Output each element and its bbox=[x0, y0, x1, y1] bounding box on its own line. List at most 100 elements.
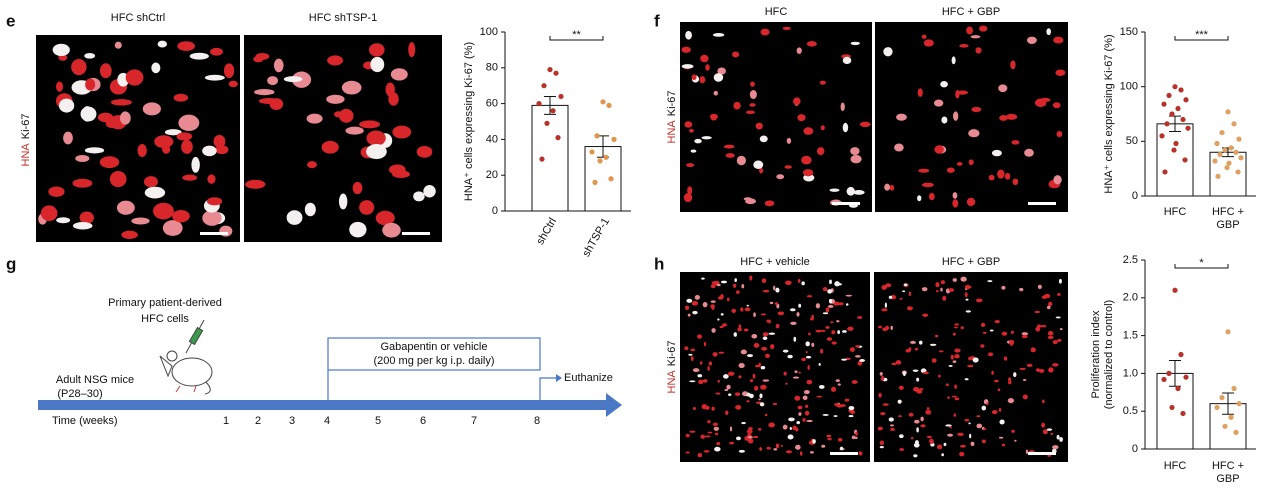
cell bbox=[917, 88, 923, 97]
cell bbox=[733, 101, 741, 110]
cell bbox=[796, 312, 800, 317]
cell bbox=[359, 200, 375, 215]
cell bbox=[1022, 379, 1027, 381]
cell bbox=[1037, 284, 1042, 289]
cell bbox=[954, 323, 959, 326]
cell bbox=[895, 360, 902, 365]
significance-bracket bbox=[549, 36, 604, 41]
cell bbox=[829, 279, 832, 285]
cell bbox=[941, 453, 944, 457]
cell bbox=[686, 163, 695, 168]
cell bbox=[700, 434, 706, 439]
cell bbox=[777, 311, 785, 316]
cell bbox=[899, 448, 905, 451]
cell bbox=[1021, 332, 1029, 336]
cell bbox=[736, 155, 747, 166]
cell bbox=[1052, 363, 1059, 367]
cell bbox=[831, 386, 837, 392]
y-tick-label: 2.0 bbox=[1123, 292, 1138, 304]
cell bbox=[735, 405, 742, 410]
cell bbox=[121, 230, 138, 239]
cell bbox=[972, 357, 979, 363]
cell bbox=[307, 161, 317, 169]
cell bbox=[681, 64, 694, 69]
data-point bbox=[1180, 410, 1186, 417]
cell bbox=[789, 308, 796, 312]
cell bbox=[785, 382, 788, 385]
cell bbox=[760, 365, 766, 370]
cell bbox=[691, 74, 697, 81]
cell bbox=[918, 340, 923, 345]
micrograph bbox=[244, 35, 442, 242]
timeline-text: (200 mg per kg i.p. daily) bbox=[373, 355, 494, 367]
cell bbox=[837, 383, 841, 386]
cell bbox=[806, 41, 817, 47]
cell bbox=[903, 283, 908, 287]
cell bbox=[879, 445, 884, 449]
stain-label: HNA Ki-67 bbox=[666, 91, 678, 144]
week-label: 2 bbox=[255, 415, 261, 427]
cell bbox=[306, 113, 323, 124]
cell bbox=[830, 321, 834, 324]
cell bbox=[997, 388, 1001, 392]
cell bbox=[842, 56, 852, 65]
significance-label: *** bbox=[1195, 29, 1209, 41]
cell bbox=[923, 371, 929, 375]
cell bbox=[916, 390, 923, 394]
cell bbox=[766, 446, 771, 450]
data-point bbox=[1175, 385, 1181, 392]
cell bbox=[705, 405, 710, 410]
week-label: 8 bbox=[534, 415, 540, 427]
cell bbox=[48, 186, 65, 197]
cell bbox=[747, 435, 753, 439]
cell bbox=[75, 155, 90, 162]
cell bbox=[1044, 293, 1051, 299]
cell bbox=[720, 313, 724, 316]
cell bbox=[956, 162, 963, 166]
cell bbox=[746, 110, 755, 115]
y-tick-label: 100 bbox=[480, 26, 498, 38]
cell bbox=[954, 348, 961, 353]
cell bbox=[731, 308, 737, 313]
data-point bbox=[1222, 147, 1228, 153]
cell bbox=[816, 395, 823, 398]
cell bbox=[72, 221, 93, 230]
cell bbox=[99, 156, 120, 169]
cell bbox=[798, 412, 802, 416]
cell bbox=[789, 426, 792, 430]
cell bbox=[991, 410, 998, 415]
cell bbox=[1008, 380, 1012, 385]
cell bbox=[182, 174, 198, 181]
cell bbox=[952, 278, 957, 282]
cell bbox=[689, 380, 696, 383]
cell bbox=[723, 144, 735, 149]
cell bbox=[819, 384, 825, 389]
cell bbox=[761, 278, 767, 283]
cell bbox=[726, 384, 731, 390]
cell bbox=[1009, 339, 1015, 345]
cell bbox=[801, 281, 805, 286]
panel-letter: e bbox=[6, 11, 15, 30]
cell bbox=[826, 434, 832, 438]
cell bbox=[935, 282, 940, 288]
cell bbox=[366, 144, 387, 160]
cell bbox=[788, 417, 795, 422]
cell bbox=[738, 362, 745, 369]
cell bbox=[969, 433, 972, 439]
data-point bbox=[558, 93, 564, 100]
cell bbox=[806, 295, 813, 298]
data-point bbox=[1236, 401, 1242, 407]
cell bbox=[52, 43, 70, 56]
cell bbox=[965, 298, 969, 301]
cell bbox=[818, 362, 821, 366]
cell bbox=[913, 442, 920, 448]
cell bbox=[920, 416, 924, 422]
cell bbox=[820, 329, 826, 332]
cell bbox=[837, 330, 840, 335]
data-point bbox=[544, 120, 550, 126]
cell bbox=[692, 407, 696, 411]
cell bbox=[934, 145, 944, 154]
cell bbox=[1048, 367, 1054, 373]
cell bbox=[797, 279, 801, 283]
cell bbox=[749, 275, 753, 281]
